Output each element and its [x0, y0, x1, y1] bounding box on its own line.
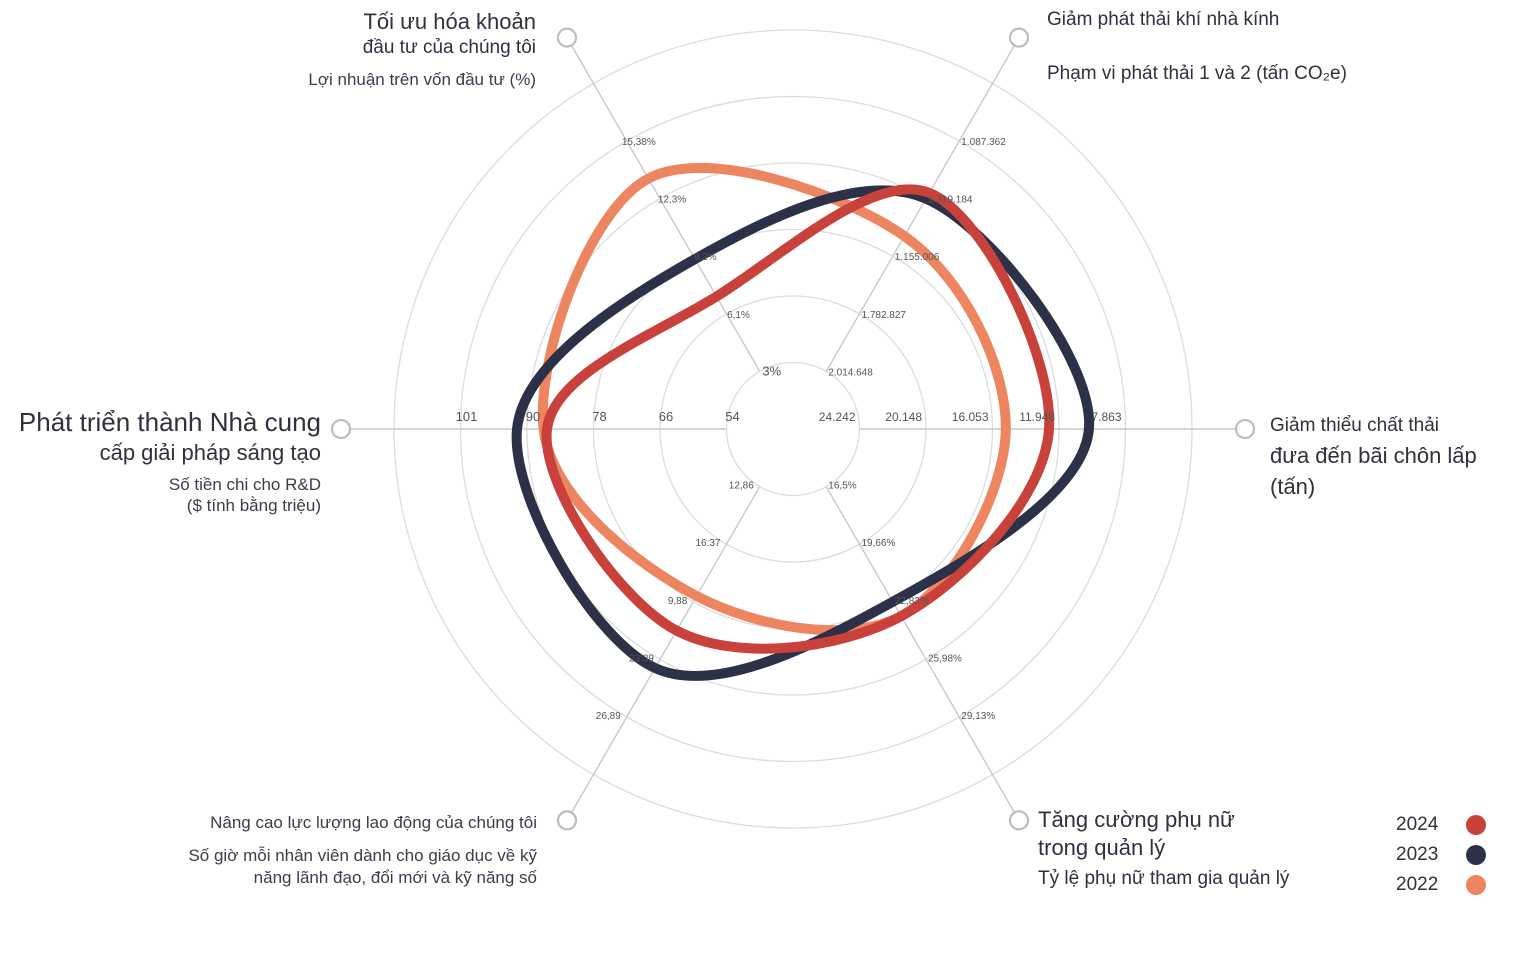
tick-label: 1.087.362 — [961, 137, 1006, 148]
radar-grid — [351, 29, 1235, 829]
legend-label: 2022 — [1396, 874, 1439, 895]
legend-swatch — [1466, 875, 1486, 895]
axis-title-roi: Tối ưu hóa khoản đầu tư của chúng tôi Lợ… — [308, 8, 536, 91]
axis-title-waste: Giảm thiểu chất thải đưa đến bãi chôn lấ… — [1270, 414, 1477, 501]
tick-label: 3% — [762, 363, 781, 378]
axis-subtitle: Tỷ lệ phụ nữ tham gia quản lý — [1038, 868, 1290, 889]
legend-item: 2022 — [1396, 870, 1486, 900]
legend-label: 2023 — [1396, 844, 1439, 865]
axis-title-line: cấp giải pháp sáng tạo — [99, 439, 321, 465]
axis-title-line: Giảm phát thải khí nhà kính — [1047, 9, 1280, 30]
axis-title-line: Phát triển thành Nhà cung — [18, 407, 321, 437]
axis-subtitle: Lợi nhuận trên vốn đầu tư (%) — [308, 70, 536, 90]
tick-label: 24.242 — [819, 410, 856, 424]
axis-title-line: Giảm thiểu chất thải — [1270, 415, 1439, 436]
legend-label: 2024 — [1396, 814, 1439, 835]
series-layer — [511, 162, 1094, 681]
axis-spoke — [571, 45, 761, 372]
legend-item: 2024 — [1396, 810, 1486, 840]
axis-title-rnd: Phát triển thành Nhà cung cấp giải pháp … — [19, 406, 321, 517]
tick-label: 20.148 — [885, 410, 922, 424]
axis-subtitle-line: Số tiền chi cho R&D — [168, 475, 321, 494]
axis-title-line: đưa đến bãi chôn lấp — [1270, 442, 1477, 468]
tick-label: 11.948 — [1019, 410, 1055, 424]
axis-end-marker — [1234, 418, 1256, 440]
series-line-2023 — [511, 185, 1094, 681]
grid-ring — [725, 361, 861, 497]
axis-end-marker — [556, 27, 578, 48]
axis-end-markers — [330, 27, 1256, 831]
axis-title-line: đầu tư của chúng tôi — [362, 36, 536, 58]
tick-label: 90 — [526, 409, 540, 424]
tick-label: 16,5% — [828, 481, 856, 492]
axis-subtitle-line: năng lãnh đạo, đổi mới và kỹ năng số — [253, 867, 537, 887]
tick-label: 16.053 — [952, 410, 989, 424]
axis-end-marker — [330, 418, 352, 440]
axis-spoke — [825, 486, 1015, 813]
tick-label: 23:39 — [629, 653, 654, 664]
tick-label: 54 — [725, 409, 739, 424]
legend-swatch — [1466, 845, 1486, 865]
axis-title-ghg: Giảm phát thải khí nhà kính Phạm vi phát… — [1047, 8, 1347, 86]
tick-label: 16:37 — [695, 538, 720, 549]
tick-label: 9,88 — [668, 596, 688, 607]
tick-label: 15,38% — [622, 137, 656, 148]
tick-label: 7.863 — [1091, 410, 1121, 424]
tick-label: 12,86 — [729, 481, 754, 492]
axis-subtitle-line: ($ tính bằng triệu) — [186, 496, 321, 516]
tick-label: 1.319.184 — [928, 195, 973, 206]
legend: 2024 2023 2022 — [1396, 810, 1486, 900]
axis-subtitle: Phạm vi phát thải 1 và 2 (tấn CO₂e) — [1047, 62, 1347, 84]
tick-label: 12,3% — [658, 195, 686, 206]
tick-label: 2.014.648 — [828, 367, 873, 378]
tick-label: 9,2% — [694, 252, 717, 263]
tick-label: 26,89 — [596, 711, 621, 722]
series-line-2024 — [541, 184, 1055, 654]
tick-label: 22,82% — [895, 596, 929, 607]
axis-end-marker — [556, 810, 578, 831]
axis-subtitle-line: Số giờ mỗi nhân viên dành cho giáo dục v… — [188, 846, 537, 866]
axis-title-workforce: Nâng cao lực lượng lao động của chúng tô… — [188, 812, 537, 888]
tick-label: 19,66% — [862, 538, 896, 549]
tick-label: 1.782.827 — [862, 310, 907, 321]
axis-title-women: Tăng cường phụ nữ trong quản lý Tỷ lệ ph… — [1038, 806, 1289, 891]
axis-spoke — [825, 45, 1015, 372]
tick-label: 101 — [456, 409, 478, 424]
axis-title-line: Tăng cường phụ nữ — [1038, 807, 1235, 832]
axis-title-line: trong quản lý — [1038, 834, 1166, 860]
tick-label: 78 — [592, 409, 606, 424]
tick-labels: 3% 6,1% 9,2% 12,3% 15,38% 2.014.648 1.782.827 1… — [456, 137, 1122, 722]
tick-label: 29,13% — [961, 711, 995, 722]
tick-label: 6,1% — [727, 310, 750, 321]
axis-title-line: Tối ưu hóa khoản — [363, 9, 536, 34]
tick-label: 25,98% — [928, 653, 962, 664]
tick-label: 66 — [659, 409, 673, 424]
legend-item: 2023 — [1396, 840, 1486, 870]
axis-end-marker — [1008, 27, 1030, 48]
tick-label: 1.155.006 — [895, 252, 940, 263]
axis-subtitle-line: Nâng cao lực lượng lao động của chúng tô… — [210, 813, 537, 832]
axis-spoke — [571, 486, 761, 813]
legend-swatch — [1466, 815, 1486, 835]
axis-end-marker — [1008, 810, 1030, 831]
axis-title-line: (tấn) — [1270, 474, 1316, 500]
